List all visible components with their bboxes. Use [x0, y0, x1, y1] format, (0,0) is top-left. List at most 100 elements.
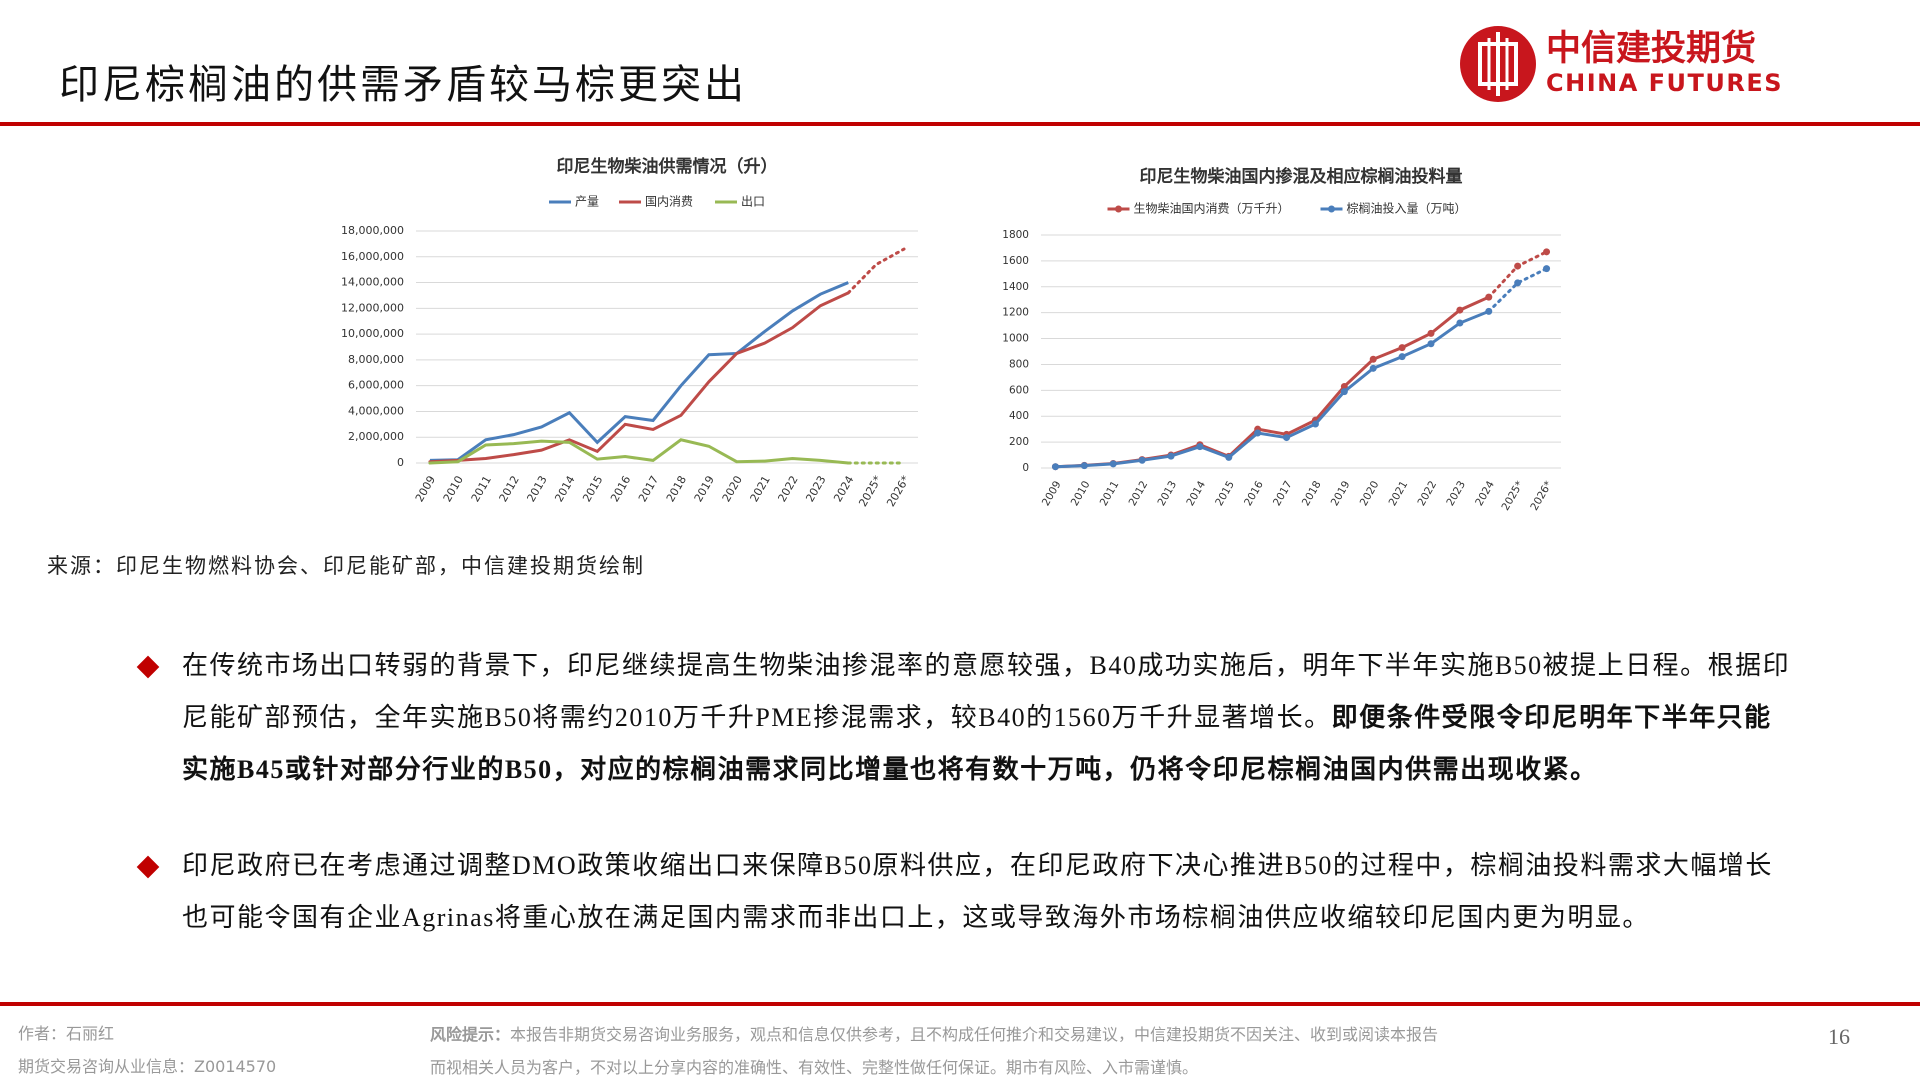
header-rule — [0, 122, 1920, 126]
chart-title: 印尼生物柴油供需情况（升） — [557, 156, 778, 176]
series-point — [1485, 293, 1493, 301]
legend-label: 出口 — [741, 195, 765, 209]
x-tick-label: 2015 — [580, 474, 605, 505]
x-tick-label: 2012 — [1127, 479, 1151, 508]
y-tick-label: 14,000,000 — [341, 276, 404, 289]
y-tick-label: 6,000,000 — [348, 379, 404, 392]
x-tick-label: 2020 — [720, 474, 745, 505]
x-tick-label: 2017 — [636, 474, 661, 505]
series-point — [1369, 355, 1377, 363]
series-point — [1167, 452, 1175, 460]
license: 期货交易咨询从业信息：Z0014570 — [18, 1057, 277, 1076]
x-tick-label: 2026* — [1528, 479, 1554, 513]
x-tick-label: 2011 — [1098, 479, 1122, 508]
x-tick-label: 2025* — [1499, 479, 1525, 513]
y-tick-label: 600 — [1009, 384, 1029, 396]
x-tick-label: 2023 — [1444, 479, 1468, 508]
y-tick-label: 0 — [397, 456, 404, 469]
series-point — [1543, 265, 1551, 273]
series-line — [846, 247, 906, 295]
x-tick-label: 2014 — [1184, 479, 1208, 508]
series-point — [1456, 319, 1464, 327]
series-point — [1456, 306, 1464, 314]
x-tick-label: 2009 — [413, 474, 438, 505]
x-tick-label: 2021 — [1387, 479, 1411, 508]
legend-label: 产量 — [575, 195, 599, 209]
y-tick-label: 400 — [1009, 410, 1029, 422]
x-tick-label: 2010 — [441, 474, 466, 505]
series-point — [1109, 460, 1117, 468]
y-tick-label: 800 — [1009, 358, 1029, 370]
y-tick-label: 2,000,000 — [348, 430, 404, 443]
series-line — [428, 291, 850, 464]
series-point — [1543, 248, 1551, 256]
y-tick-label: 1600 — [1002, 255, 1029, 267]
series-point — [1427, 340, 1435, 348]
bullet-run: 即便条件受限令印尼明年下半年只能实施B45或针对部分行业的B50，对应的棕榈油需… — [182, 703, 1772, 784]
x-tick-label: 2021 — [748, 474, 773, 505]
y-tick-label: 10,000,000 — [341, 327, 404, 340]
series-point — [1485, 307, 1493, 315]
x-tick-label: 2026* — [884, 473, 912, 509]
y-tick-label: 8,000,000 — [348, 353, 404, 366]
series-line — [1053, 295, 1491, 469]
x-tick-label: 2012 — [497, 474, 522, 505]
x-tick-label: 2019 — [1329, 479, 1353, 508]
logo: 中信建投期货 CHINA FUTURES — [1460, 26, 1783, 102]
legend-swatch — [1328, 205, 1335, 213]
series-point — [1398, 344, 1406, 352]
bullet-icon — [136, 855, 160, 879]
series-point — [1311, 420, 1319, 428]
page-number: 16 — [1828, 1024, 1850, 1049]
series-point — [1283, 434, 1291, 442]
series-point — [1427, 329, 1435, 337]
source: 来源：印尼生物燃料协会、印尼能矿部，中信建投期货绘制 — [47, 554, 645, 578]
series-point — [1080, 462, 1088, 470]
chart-title: 印尼生物柴油国内掺混及相应棕榈油投料量 — [1140, 166, 1463, 186]
charts: 印尼生物柴油供需情况（升） 0 2,000,000 4,000,000 6,000,00… — [341, 156, 1561, 513]
bullet-icon — [136, 655, 160, 679]
logo-en: CHINA FUTURES — [1546, 69, 1783, 97]
series-point — [1051, 463, 1059, 471]
risk-text: 本报告非期货交易咨询业务服务，观点和信息仅供参考，且不构成任何推介和交易建议，中… — [430, 1025, 1439, 1077]
series-point — [1196, 443, 1204, 451]
x-tick-label: 2011 — [469, 474, 494, 505]
x-tick-label: 2017 — [1271, 479, 1295, 508]
x-tick-label: 2024 — [1473, 479, 1497, 508]
x-tick-label: 2022 — [1415, 479, 1439, 508]
x-tick-label: 2024 — [831, 474, 856, 505]
risk-label: 风险提示： — [430, 1025, 511, 1044]
series-line — [1487, 250, 1549, 299]
x-tick-label: 2023 — [803, 474, 828, 505]
logo-cn: 中信建投期货 — [1546, 29, 1756, 69]
series-point — [1514, 279, 1522, 287]
series-line — [1487, 267, 1549, 313]
y-tick-label: 1200 — [1002, 307, 1029, 319]
x-tick-label: 2013 — [1155, 479, 1179, 508]
legend-label: 国内消费 — [645, 195, 693, 209]
series-line — [1053, 309, 1491, 469]
series-line — [429, 281, 849, 462]
bullet-text: 印尼政府已在考虑通过调整DMO政策收缩出口来保障B50原料供应，在印尼政府下决心… — [182, 840, 1792, 944]
y-tick-label: 18,000,000 — [341, 224, 404, 237]
y-tick-label: 1000 — [1002, 333, 1029, 345]
legend-label: 生物柴油国内消费（万千升） — [1134, 202, 1290, 216]
series-point — [1225, 453, 1233, 461]
slide-title: 印尼棕榈油的供需矛盾较马棕更突出 — [59, 62, 747, 107]
x-tick-label: 2018 — [664, 474, 689, 505]
series-point — [1138, 456, 1146, 464]
x-tick-label: 2019 — [692, 474, 717, 505]
x-tick-label: 2010 — [1069, 479, 1093, 508]
x-tick-label: 2009 — [1040, 479, 1064, 508]
series-point — [1254, 429, 1262, 437]
series-point — [1340, 382, 1348, 390]
series-line — [428, 438, 850, 465]
x-tick-label: 2020 — [1358, 479, 1382, 508]
y-tick-label: 4,000,000 — [348, 404, 404, 417]
x-tick-label: 2013 — [524, 474, 549, 505]
y-tick-label: 1400 — [1002, 281, 1029, 293]
x-tick-label: 2025* — [856, 473, 884, 509]
x-tick-label: 2016 — [608, 474, 633, 505]
y-tick-label: 200 — [1009, 436, 1029, 448]
